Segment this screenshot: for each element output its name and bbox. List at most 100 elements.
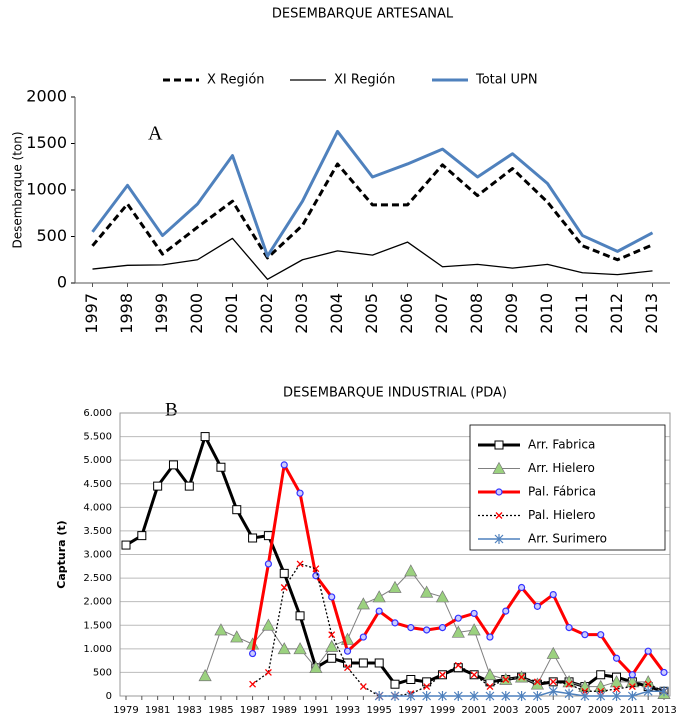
- series-line: [91, 129, 654, 258]
- marker: [494, 440, 504, 450]
- marker: [470, 671, 478, 679]
- marker: [121, 540, 131, 550]
- legend-label: X Región: [207, 73, 265, 88]
- x-tick-label: 2002: [257, 293, 276, 334]
- marker: [565, 624, 573, 632]
- marker: [406, 674, 416, 684]
- marker: [356, 597, 370, 610]
- marker: [406, 691, 416, 701]
- marker: [564, 688, 574, 699]
- legend-label: XI Región: [334, 73, 395, 88]
- y-tick-label: 500: [93, 667, 112, 678]
- marker: [495, 488, 503, 496]
- marker: [280, 461, 288, 469]
- x-tick-label: 1979: [113, 705, 138, 716]
- marker: [422, 691, 432, 701]
- marker: [644, 647, 652, 655]
- marker: [296, 489, 304, 497]
- marker: [501, 691, 511, 701]
- marker: [404, 564, 418, 577]
- marker: [548, 686, 558, 697]
- marker: [533, 678, 541, 686]
- x-tick-label: 1998: [117, 293, 136, 334]
- marker: [549, 590, 557, 599]
- marker: [492, 461, 506, 474]
- marker: [613, 685, 620, 693]
- marker: [627, 691, 637, 701]
- marker: [293, 642, 307, 655]
- x-tick-label: 1989: [272, 705, 297, 716]
- marker: [328, 631, 336, 639]
- marker: [549, 678, 557, 686]
- x-tick-label: 1981: [145, 705, 170, 716]
- marker: [358, 658, 368, 668]
- marker: [494, 534, 504, 544]
- legend-label: Arr. Hielero: [528, 461, 595, 475]
- marker: [469, 691, 479, 701]
- marker: [581, 631, 589, 639]
- marker: [453, 691, 463, 701]
- marker: [328, 593, 336, 601]
- marker: [518, 673, 526, 681]
- marker: [628, 683, 636, 691]
- marker: [485, 691, 495, 701]
- marker: [580, 691, 590, 701]
- marker: [264, 560, 273, 568]
- marker: [609, 675, 624, 688]
- marker: [420, 585, 434, 598]
- x-tick-label: 1985: [208, 705, 233, 716]
- marker: [423, 683, 431, 691]
- x-tick-label: 2008: [467, 293, 486, 334]
- x-tick-label: 2007: [432, 293, 451, 334]
- marker: [391, 619, 399, 627]
- y-tick-label: 1.000: [83, 644, 112, 655]
- y-tick-label: 500: [36, 226, 67, 245]
- marker: [612, 691, 621, 701]
- marker: [388, 580, 402, 593]
- marker: [451, 625, 465, 638]
- marker: [517, 583, 526, 592]
- x-tick-label: 2010: [537, 293, 556, 334]
- marker: [264, 668, 272, 676]
- marker: [546, 646, 560, 659]
- marker: [660, 668, 668, 677]
- x-tick-label: 1991: [303, 705, 328, 716]
- x-tick-label: 2004: [327, 293, 346, 334]
- legend-label: Arr. Surimero: [528, 532, 607, 546]
- y-tick-label: 5.000: [83, 455, 112, 466]
- x-tick-label: 1997: [398, 705, 423, 716]
- marker: [325, 639, 339, 652]
- marker: [483, 668, 497, 681]
- marker: [309, 660, 323, 674]
- marker: [344, 664, 351, 672]
- marker: [495, 512, 503, 519]
- marker: [375, 607, 383, 615]
- marker: [423, 626, 431, 634]
- marker: [644, 680, 652, 688]
- marker: [438, 624, 447, 632]
- legend-label: Arr. Fabrica: [528, 438, 595, 452]
- y-tick-label: 4.000: [83, 502, 112, 513]
- series-line: [92, 237, 653, 280]
- marker: [279, 568, 289, 578]
- y-tick-label: 0: [106, 691, 112, 702]
- marker: [659, 686, 669, 697]
- x-tick-label: 1999: [430, 705, 455, 716]
- y-tick-label: 2.500: [83, 573, 112, 584]
- x-tick-label: 2009: [588, 705, 613, 716]
- x-tick-label: 2013: [642, 293, 661, 334]
- x-tick-label: 2005: [362, 293, 381, 334]
- marker: [277, 642, 291, 655]
- x-tick-label: 1995: [366, 705, 391, 716]
- marker: [502, 607, 510, 615]
- x-tick-label: 2003: [292, 293, 311, 334]
- marker: [248, 533, 258, 543]
- y-tick-label: 3.000: [83, 550, 112, 561]
- marker: [280, 584, 288, 591]
- x-tick-label: 2009: [502, 293, 521, 334]
- marker: [137, 531, 147, 541]
- x-tick-label: 1997: [82, 293, 101, 334]
- y-tick-label: 5.500: [83, 432, 112, 443]
- marker: [532, 691, 542, 701]
